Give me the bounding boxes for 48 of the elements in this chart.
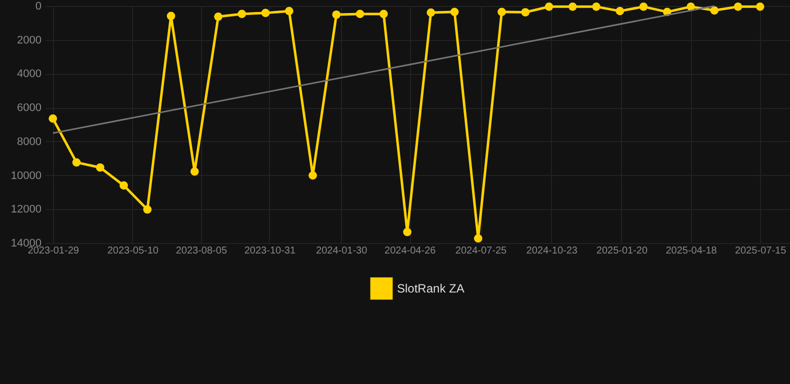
x-tick-label: 2023-05-10	[107, 246, 159, 256]
point	[592, 2, 600, 11]
point	[143, 205, 152, 214]
x-tick-label: 2024-04-26	[384, 246, 436, 256]
point	[474, 234, 482, 243]
point	[284, 6, 294, 16]
y-tick-label: 12000	[10, 204, 42, 216]
x-tick-label: 2023-10-31	[244, 246, 296, 256]
point	[403, 228, 412, 236]
y-tick-label: 4000	[17, 68, 42, 80]
point	[72, 158, 81, 167]
y-tick-label: 10000	[10, 170, 42, 182]
point	[379, 10, 388, 18]
point	[686, 2, 695, 11]
point	[48, 114, 58, 123]
x-tick-label: 2025-01-20	[596, 246, 648, 256]
point	[521, 8, 530, 16]
point	[710, 6, 719, 15]
point	[616, 6, 624, 16]
x-tick-label: 2024-07-25	[455, 246, 508, 256]
point	[261, 8, 270, 18]
y-tick-label: 2000	[17, 34, 42, 46]
y-tick-label: 0	[35, 0, 42, 12]
point	[756, 2, 764, 11]
point	[238, 10, 246, 18]
point	[308, 171, 317, 180]
x-tick-label: 2025-04-18	[666, 246, 718, 256]
point	[332, 10, 341, 19]
point	[450, 8, 459, 16]
point	[166, 12, 176, 20]
point	[568, 2, 577, 11]
y-tick-label: 8000	[17, 136, 42, 148]
point	[356, 10, 364, 18]
x-tick-label: 2025-07-15	[734, 246, 787, 256]
point	[734, 2, 742, 11]
x-tick-label: 2024-01-30	[316, 246, 368, 256]
point	[498, 8, 506, 16]
point	[214, 12, 222, 21]
x-tick-label: 2024-10-23	[526, 246, 578, 256]
x-tick-label: 2023-08-05	[176, 246, 228, 256]
point	[190, 167, 199, 176]
point	[426, 8, 436, 17]
point	[639, 2, 648, 11]
y-tick-label: 6000	[17, 102, 42, 114]
point	[544, 2, 554, 11]
point	[96, 163, 104, 172]
legend-label: SlotRank ZA	[397, 282, 464, 296]
point	[120, 181, 128, 190]
